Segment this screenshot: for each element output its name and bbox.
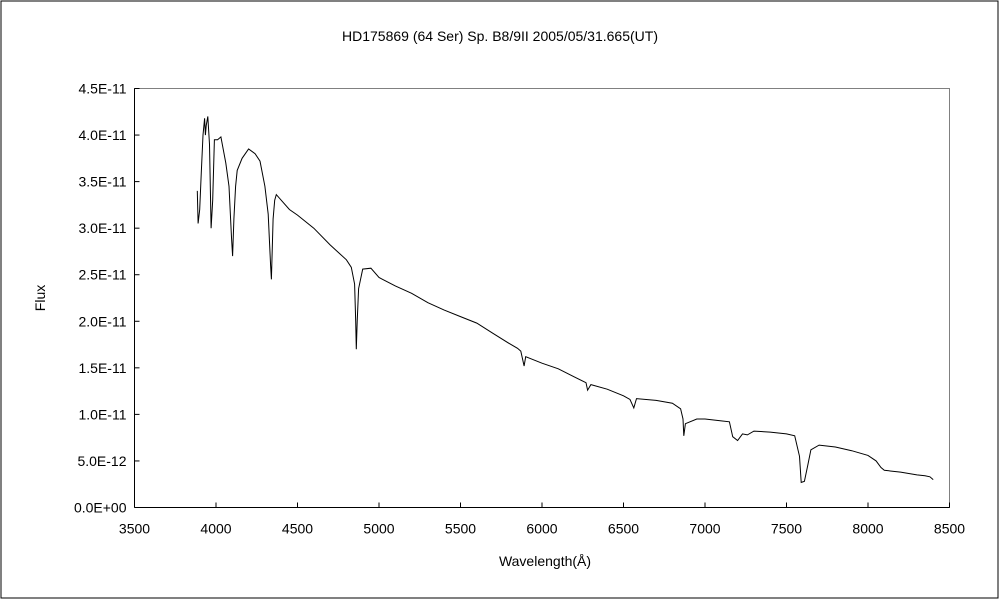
y-tick-label: 3.0E-11 bbox=[79, 220, 127, 236]
y-tick-label: 2.5E-11 bbox=[79, 267, 127, 283]
y-tick-label: 4.5E-11 bbox=[79, 81, 127, 97]
x-tick-label: 4000 bbox=[200, 521, 231, 537]
y-tick-label: 3.5E-11 bbox=[79, 174, 127, 190]
y-tick-label: 1.0E-11 bbox=[79, 406, 127, 422]
x-tick-label: 8500 bbox=[934, 521, 965, 537]
x-axis-label: Wavelength(Å) bbox=[499, 553, 591, 569]
y-tick-label: 0.0E+00 bbox=[74, 500, 127, 516]
y-tick-label: 1.5E-11 bbox=[79, 360, 127, 376]
x-tick-label: 3500 bbox=[119, 521, 150, 537]
x-tick-label: 7000 bbox=[689, 521, 720, 537]
y-tick-label: 2.0E-11 bbox=[79, 313, 127, 329]
x-tick-label: 5500 bbox=[445, 521, 476, 537]
plot-area bbox=[134, 88, 950, 508]
x-tick-label: 8000 bbox=[852, 521, 883, 537]
y-tick-label: 4.0E-11 bbox=[79, 127, 127, 143]
spectrum-line bbox=[196, 116, 934, 484]
y-tick-label: 5.0E-12 bbox=[77, 453, 126, 469]
x-tick-label: 6500 bbox=[608, 521, 639, 537]
x-tick-label: 4500 bbox=[282, 521, 313, 537]
chart-title: HD175869 (64 Ser) Sp. B8/9II 2005/05/31.… bbox=[342, 28, 658, 44]
x-tick-label: 7500 bbox=[771, 521, 802, 537]
x-tick-label: 5000 bbox=[363, 521, 394, 537]
y-axis-label: Flux bbox=[32, 285, 48, 311]
x-tick-label: 6000 bbox=[526, 521, 557, 537]
